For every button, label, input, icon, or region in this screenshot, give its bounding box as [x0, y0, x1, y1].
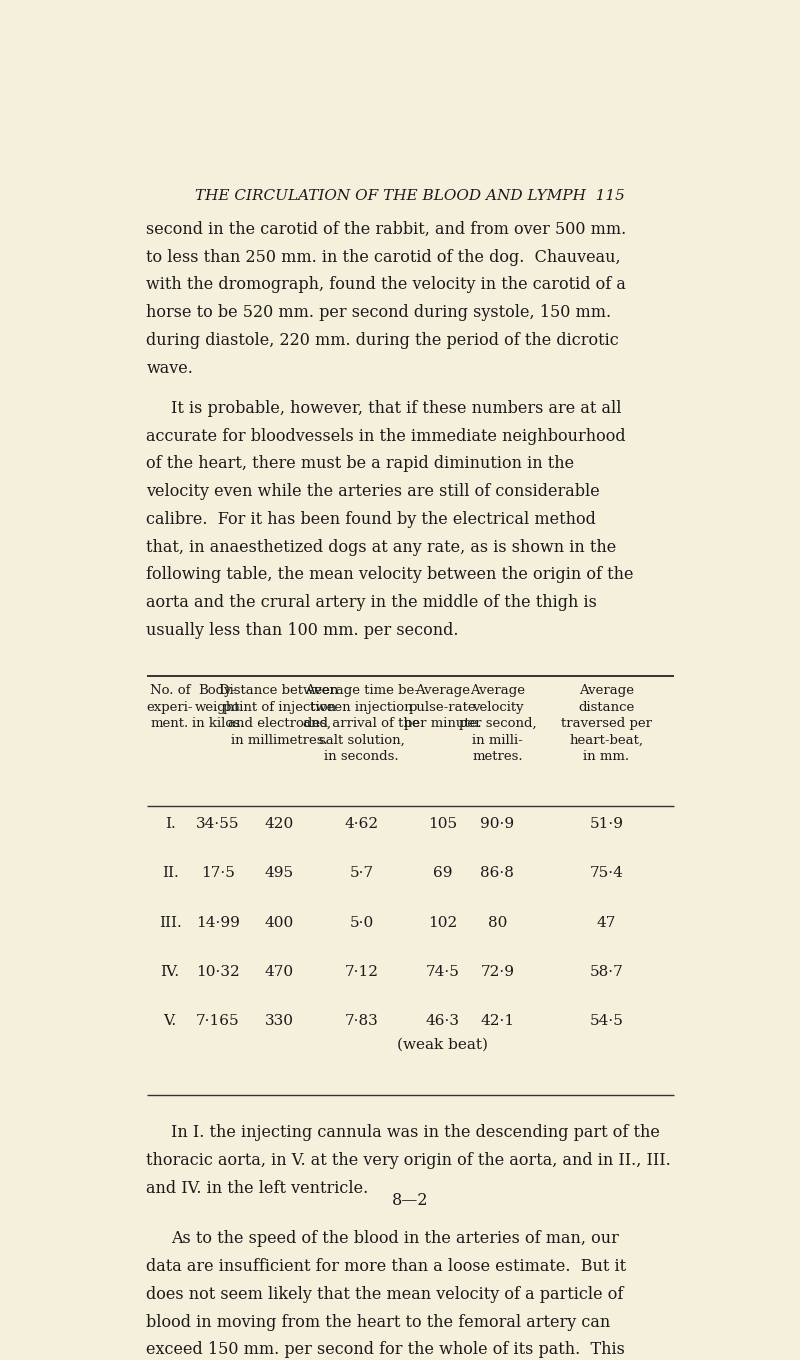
Text: THE CIRCULATION OF THE BLOOD AND LYMPH  115: THE CIRCULATION OF THE BLOOD AND LYMPH 1… [195, 189, 625, 204]
Text: data are insufficient for more than a loose estimate.  But it: data are insufficient for more than a lo… [146, 1258, 626, 1276]
Text: 400: 400 [265, 915, 294, 930]
Text: thoracic aorta, in V. at the very origin of the aorta, and in II., III.: thoracic aorta, in V. at the very origin… [146, 1152, 671, 1168]
Text: 17·5: 17·5 [201, 866, 234, 880]
Text: (weak beat): (weak beat) [398, 1038, 488, 1053]
Text: 54·5: 54·5 [590, 1015, 623, 1028]
Text: does not seem likely that the mean velocity of a particle of: does not seem likely that the mean veloc… [146, 1285, 624, 1303]
Text: 46·3: 46·3 [426, 1015, 460, 1028]
Text: 495: 495 [265, 866, 294, 880]
Text: blood in moving from the heart to the femoral artery can: blood in moving from the heart to the fe… [146, 1314, 610, 1330]
Text: V.: V. [163, 1015, 177, 1028]
Text: 14·99: 14·99 [196, 915, 240, 930]
Text: 69: 69 [433, 866, 453, 880]
Text: accurate for bloodvessels in the immediate neighbourhood: accurate for bloodvessels in the immedia… [146, 427, 626, 445]
Text: I.: I. [165, 817, 175, 831]
Text: 105: 105 [428, 817, 458, 831]
Text: calibre.  For it has been found by the electrical method: calibre. For it has been found by the el… [146, 511, 596, 528]
Text: No. of
experi-
ment.: No. of experi- ment. [147, 684, 194, 730]
Text: 330: 330 [265, 1015, 294, 1028]
Text: 4·62: 4·62 [345, 817, 378, 831]
Text: In I. the injecting cannula was in the descending part of the: In I. the injecting cannula was in the d… [171, 1123, 660, 1141]
Text: 47: 47 [597, 915, 616, 930]
Text: II.: II. [162, 866, 178, 880]
Text: 420: 420 [265, 817, 294, 831]
Text: during diastole, 220 mm. during the period of the dicrotic: during diastole, 220 mm. during the peri… [146, 332, 619, 348]
Text: 7·165: 7·165 [196, 1015, 240, 1028]
Text: 75·4: 75·4 [590, 866, 623, 880]
Text: horse to be 520 mm. per second during systole, 150 mm.: horse to be 520 mm. per second during sy… [146, 305, 612, 321]
Text: III.: III. [158, 915, 182, 930]
Text: 7·12: 7·12 [345, 964, 378, 979]
Text: Body-
weight
in kilos.: Body- weight in kilos. [192, 684, 244, 730]
Text: Average
distance
traversed per
heart-beat,
in mm.: Average distance traversed per heart-bea… [561, 684, 652, 763]
Text: Average time be-
tween injection
and arrival of the
salt solution,
in seconds.: Average time be- tween injection and arr… [303, 684, 420, 763]
Text: that, in anaesthetized dogs at any rate, as is shown in the: that, in anaesthetized dogs at any rate,… [146, 539, 617, 556]
Text: Distance between
point of injection
and electrodes,
in millimetres.: Distance between point of injection and … [219, 684, 339, 747]
Text: aorta and the crural artery in the middle of the thigh is: aorta and the crural artery in the middl… [146, 594, 598, 611]
Text: Average
pulse-rate
per minute.: Average pulse-rate per minute. [404, 684, 482, 730]
Text: exceed 150 mm. per second for the whole of its path.  This: exceed 150 mm. per second for the whole … [146, 1341, 626, 1359]
Text: 42·1: 42·1 [480, 1015, 514, 1028]
Text: 80: 80 [488, 915, 507, 930]
Text: IV.: IV. [161, 964, 180, 979]
Text: 72·9: 72·9 [481, 964, 514, 979]
Text: to less than 250 mm. in the carotid of the dog.  Chauveau,: to less than 250 mm. in the carotid of t… [146, 249, 621, 265]
Text: 470: 470 [265, 964, 294, 979]
Text: It is probable, however, that if these numbers are at all: It is probable, however, that if these n… [171, 400, 622, 418]
Text: 5·7: 5·7 [350, 866, 374, 880]
Text: with the dromograph, found the velocity in the carotid of a: with the dromograph, found the velocity … [146, 276, 626, 294]
Text: 51·9: 51·9 [590, 817, 623, 831]
Text: As to the speed of the blood in the arteries of man, our: As to the speed of the blood in the arte… [171, 1231, 619, 1247]
Text: and IV. in the left ventricle.: and IV. in the left ventricle. [146, 1179, 369, 1197]
Text: Average
velocity
per second,
in milli-
metres.: Average velocity per second, in milli- m… [458, 684, 536, 763]
Text: 5·0: 5·0 [350, 915, 374, 930]
Text: 8—2: 8—2 [392, 1191, 428, 1209]
Text: 7·83: 7·83 [345, 1015, 378, 1028]
Text: of the heart, there must be a rapid diminution in the: of the heart, there must be a rapid dimi… [146, 456, 574, 472]
Text: 86·8: 86·8 [481, 866, 514, 880]
Text: following table, the mean velocity between the origin of the: following table, the mean velocity betwe… [146, 566, 634, 583]
Text: 102: 102 [428, 915, 458, 930]
Text: 90·9: 90·9 [480, 817, 514, 831]
Text: wave.: wave. [146, 359, 194, 377]
Text: 10·32: 10·32 [196, 964, 240, 979]
Text: velocity even while the arteries are still of considerable: velocity even while the arteries are sti… [146, 483, 600, 500]
Text: 58·7: 58·7 [590, 964, 623, 979]
Text: 34·55: 34·55 [196, 817, 239, 831]
Text: second in the carotid of the rabbit, and from over 500 mm.: second in the carotid of the rabbit, and… [146, 220, 626, 238]
Text: 74·5: 74·5 [426, 964, 460, 979]
Text: usually less than 100 mm. per second.: usually less than 100 mm. per second. [146, 622, 459, 639]
